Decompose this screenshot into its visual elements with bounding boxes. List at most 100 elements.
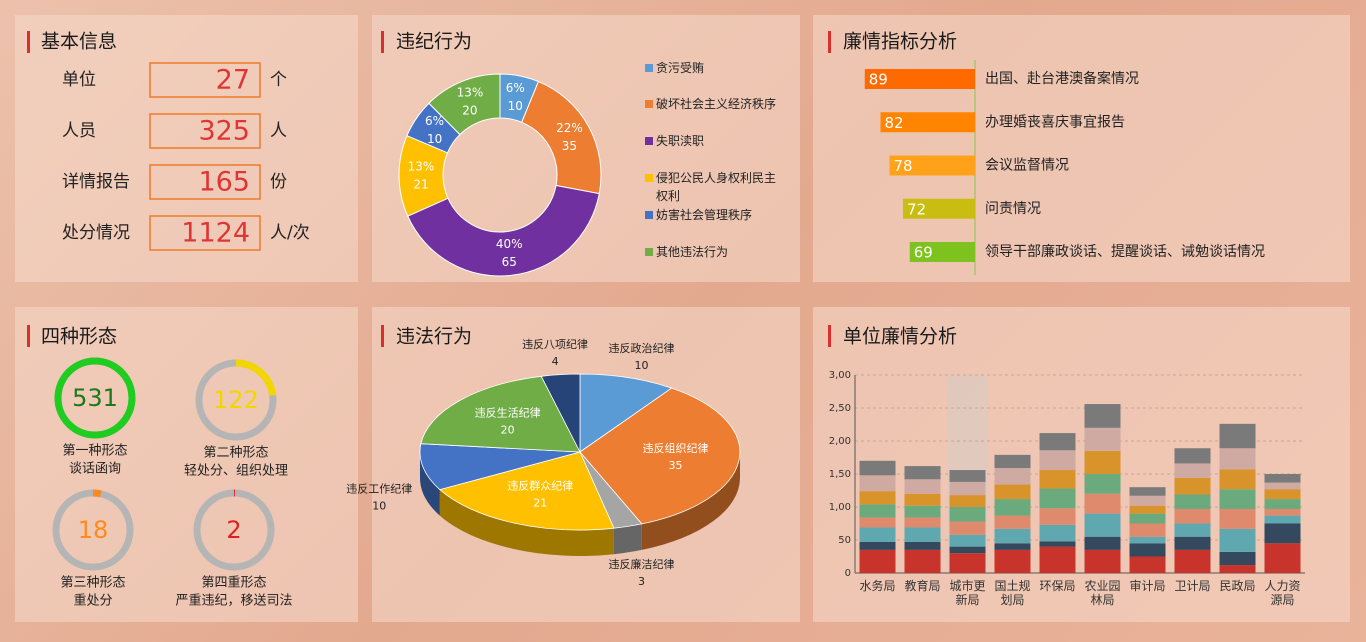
bar-segment — [904, 527, 941, 542]
bar-segment — [949, 534, 986, 547]
panel-title: 廉情指标分析 — [843, 31, 957, 53]
bar-segment — [1084, 493, 1121, 514]
value-box — [149, 62, 261, 98]
gauge-name: 第四重形态 — [201, 575, 266, 591]
gauge-value: 122 — [213, 386, 259, 414]
pie-slice — [419, 443, 581, 491]
bar-segment — [904, 549, 941, 573]
x-tick-label: 卫计局 — [1174, 579, 1211, 593]
info-value: 27 — [216, 65, 250, 96]
percent-label: 6% — [506, 81, 525, 95]
bar-segment — [949, 495, 986, 507]
bar-segment — [1174, 523, 1211, 537]
percent-label: 40% — [496, 237, 523, 251]
donut-slice — [407, 184, 600, 277]
bar-segment — [1174, 494, 1211, 509]
info-label: 处分情况 — [62, 223, 130, 243]
panel-title: 违纪行为 — [396, 31, 472, 53]
bar-segment — [1039, 433, 1076, 451]
percent-label: 6% — [425, 114, 444, 128]
legend-label: 妨害社会管理秩序 — [656, 208, 753, 222]
slice-side — [613, 523, 642, 555]
bar-segment — [1264, 499, 1301, 509]
value-label: 78 — [894, 157, 913, 175]
bar-segment — [1219, 565, 1256, 573]
gauge-desc: 轻处分、组织处理 — [184, 464, 288, 479]
gauge-value: 531 — [72, 384, 118, 412]
category-label: 出国、赴台港澳备案情况 — [985, 70, 1139, 87]
gauge-name: 第二种形态 — [203, 446, 268, 461]
bar-segment — [1174, 536, 1211, 550]
value-label: 10 — [508, 99, 523, 113]
bar-segment — [1129, 556, 1166, 573]
legend-swatch — [645, 100, 653, 108]
legend-swatch — [645, 137, 653, 145]
bar-segment — [994, 515, 1031, 529]
y-tick-label: 2,00 — [829, 436, 851, 447]
slice-label: 违反生活纪律 — [475, 405, 541, 419]
slice-label: 违反工作纪律 — [346, 483, 412, 496]
info-unit: 份 — [270, 172, 287, 192]
bar-segment — [1219, 423, 1256, 449]
bar-segment — [1264, 515, 1301, 524]
bar-segment — [994, 454, 1031, 469]
percent-label: 22% — [556, 121, 583, 135]
bar-segment — [1174, 549, 1211, 573]
value-box — [149, 215, 261, 251]
bar-segment — [1039, 541, 1076, 547]
bar-segment — [1129, 536, 1166, 544]
bar-segment — [1219, 508, 1256, 529]
bar-segment — [1129, 543, 1166, 557]
x-tick-label: 农业园林局 — [1084, 579, 1121, 607]
pie-slice — [420, 375, 581, 453]
panel-title: 四种形态 — [41, 326, 117, 348]
legend-label: 贪污受贿 — [656, 61, 705, 75]
value-box — [149, 113, 261, 149]
bar-segment — [1264, 482, 1301, 490]
bar-segment — [904, 466, 941, 480]
pie-slice — [579, 373, 673, 453]
slice-value: 20 — [501, 423, 515, 436]
bar-segment — [859, 491, 896, 505]
y-tick-label: 1,00 — [829, 502, 851, 513]
bar-segment — [949, 521, 986, 535]
bar — [903, 198, 975, 219]
x-tick-label: 教育局 — [904, 579, 941, 593]
bar-segment — [1264, 474, 1301, 483]
legend-label: 侵犯公民人身权利民主权利 — [656, 171, 777, 203]
value-box — [149, 164, 261, 200]
bar-segment — [1219, 448, 1256, 470]
bar-segment — [1264, 523, 1301, 544]
info-unit: 人 — [270, 121, 287, 141]
bar-segment — [1129, 487, 1166, 496]
slice-side — [641, 452, 740, 550]
info-value: 1124 — [181, 218, 250, 249]
bar — [909, 242, 975, 262]
bar-segment — [1084, 513, 1121, 537]
bar-segment — [1084, 450, 1121, 474]
bar-segment — [1084, 474, 1121, 494]
panel-title: 基本信息 — [41, 31, 117, 53]
bar-segment — [949, 481, 986, 496]
value-label: 89 — [869, 71, 888, 89]
gauge-value: 18 — [78, 516, 109, 544]
info-unit: 人/次 — [270, 223, 310, 243]
panel-title: 违法行为 — [396, 326, 472, 348]
x-tick-label: 城市更新局 — [949, 579, 986, 607]
category-label: 问责情况 — [985, 201, 1041, 217]
legend-label: 失职渎职 — [656, 134, 705, 148]
title-bar — [828, 31, 831, 53]
bar-segment — [904, 505, 941, 518]
slice-value: 3 — [638, 575, 645, 588]
bar-segment — [1129, 495, 1166, 506]
bar-segment — [859, 475, 896, 492]
bar-segment — [1129, 513, 1166, 524]
bar-segment — [1264, 543, 1301, 573]
bar — [889, 155, 975, 176]
bar-segment — [1174, 477, 1211, 495]
info-unit: 个 — [270, 70, 287, 90]
bar-segment — [1084, 549, 1121, 573]
bar-segment — [1039, 470, 1076, 489]
value-label: 35 — [562, 139, 577, 153]
pie-slice — [540, 373, 581, 453]
